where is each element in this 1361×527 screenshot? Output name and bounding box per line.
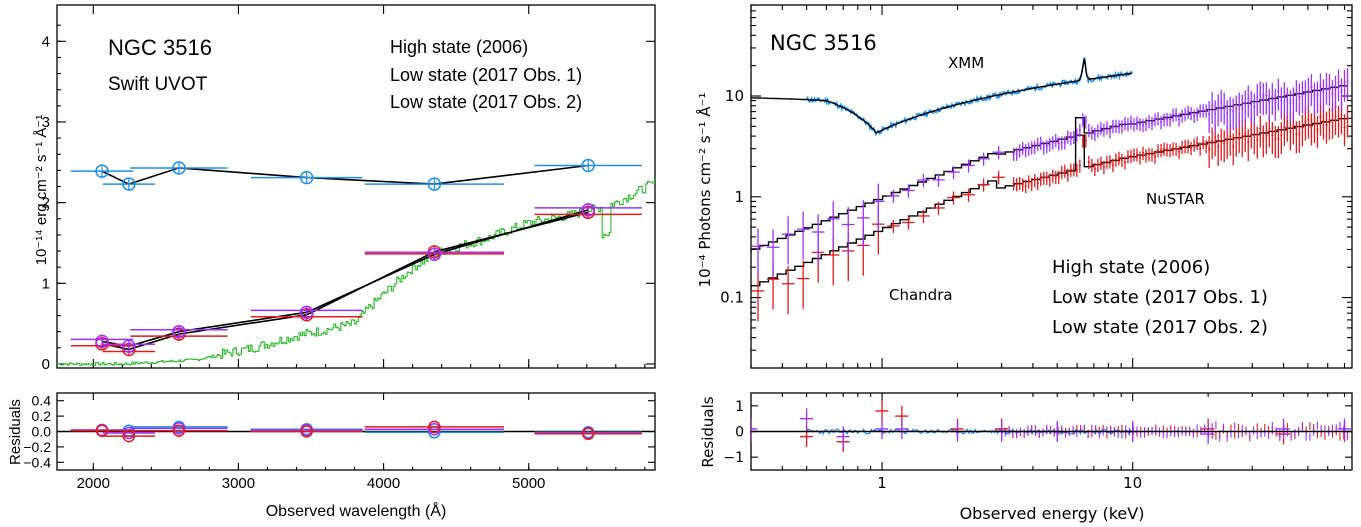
right-ytick-label: 10: [725, 87, 744, 105]
left-model-line: [101, 164, 589, 185]
right-main-frame: [750, 4, 1353, 369]
right-xtick-label: 1: [877, 474, 887, 492]
left-res-point: [300, 425, 313, 438]
right-main-panel: 10 1 0.1 NGC 3516 XMM NuSTAR Chandra High …: [695, 4, 1353, 369]
template-spectrum-line: [57, 178, 655, 366]
left-ytick-label: 1: [42, 275, 50, 292]
left-residual-panel: 2000 3000 4000 5000 0.40.20.0−0.2−0.4 Residu…: [7, 392, 656, 520]
left-ytick-label: 2: [42, 195, 50, 212]
right-legend-high: High state (2006): [1052, 257, 1210, 278]
left-subtitle: Swift UVOT: [108, 74, 208, 95]
left-main-ticks: 0 1 2 3 4: [42, 5, 655, 373]
left-res-point: [95, 424, 109, 437]
left-res-ytick-label: −0.4: [23, 454, 51, 470]
left-main-panel: 0 1 2 3 4 NGC 3516 Swift UVOT High state (20…: [33, 4, 656, 373]
left-template-spectrum: [57, 178, 655, 366]
left-xtick-label: 4000: [367, 475, 400, 492]
left-res-point: [122, 426, 136, 440]
low-state-model-line: [751, 85, 1348, 253]
annotation-chandra: Chandra: [889, 286, 953, 304]
right-ytick-label: 1: [734, 188, 744, 206]
left-residual-ticks: 2000 3000 4000 5000 0.40.20.0−0.2−0.4: [23, 393, 655, 492]
left-legend-low1: Low state (2017 Obs. 1): [390, 65, 582, 85]
right-xtick-label: 10: [1123, 474, 1142, 492]
annotation-nustar: NuSTAR: [1146, 190, 1205, 208]
left-ytick-label: 3: [42, 114, 50, 131]
annotation-xmm: XMM: [948, 54, 984, 72]
right-residual-points: [751, 400, 1352, 453]
right-res-ytick-label: 0: [735, 425, 744, 441]
right-title: NGC 3516: [770, 31, 877, 55]
right-ytick-label: 0.1: [720, 289, 744, 307]
left-res-ytick-label: 0.2: [32, 408, 52, 424]
right-main-ticks: 10 1 0.1: [720, 4, 1352, 369]
right-legend-low2: Low state (2017 Obs. 2): [1052, 317, 1268, 338]
left-ytick-label: 0: [42, 356, 50, 373]
left-xtick-label: 5000: [512, 475, 545, 492]
right-res-ytick-label: −1: [723, 450, 744, 466]
left-xtick-label: 2000: [77, 475, 110, 492]
left-ylabel: 10⁻¹⁴ erg cm⁻² s⁻¹ Å⁻¹: [33, 115, 50, 266]
left-ytick-label: 4: [42, 33, 50, 50]
right-xlabel: Observed energy (keV): [960, 504, 1145, 523]
left-xtick-label: 3000: [222, 475, 255, 492]
right-res-ytick-label: 1: [735, 399, 744, 415]
left-residual-points: [57, 420, 655, 443]
left-res-point: [428, 420, 441, 434]
right-ylabel: 10⁻⁴ Photons cm⁻² s⁻¹ Å⁻¹: [695, 93, 714, 288]
left-model-line: [101, 211, 589, 351]
left-legend-high: High state (2006): [390, 37, 528, 57]
left-data-points: [70, 158, 642, 357]
left-residual-label: Residuals: [7, 399, 24, 465]
right-legend-low1: Low state (2017 Obs. 1): [1052, 287, 1268, 308]
left-legend-low2: Low state (2017 Obs. 2): [390, 92, 582, 112]
left-res-point: [172, 424, 186, 437]
left-res-ytick-label: −0.2: [23, 439, 51, 455]
left-xlabel: Observed wavelength (Å): [266, 501, 447, 520]
left-title: NGC 3516: [108, 35, 212, 60]
right-data-spectra: [751, 57, 1349, 322]
left-res-point: [581, 427, 595, 441]
xmm-model-line: [751, 58, 1133, 134]
left-res-point: [122, 429, 136, 443]
right-residual-label: Residuals: [699, 396, 717, 467]
left-res-ytick-label: 0.4: [32, 393, 52, 409]
left-res-ytick-label: 0.0: [32, 424, 52, 440]
